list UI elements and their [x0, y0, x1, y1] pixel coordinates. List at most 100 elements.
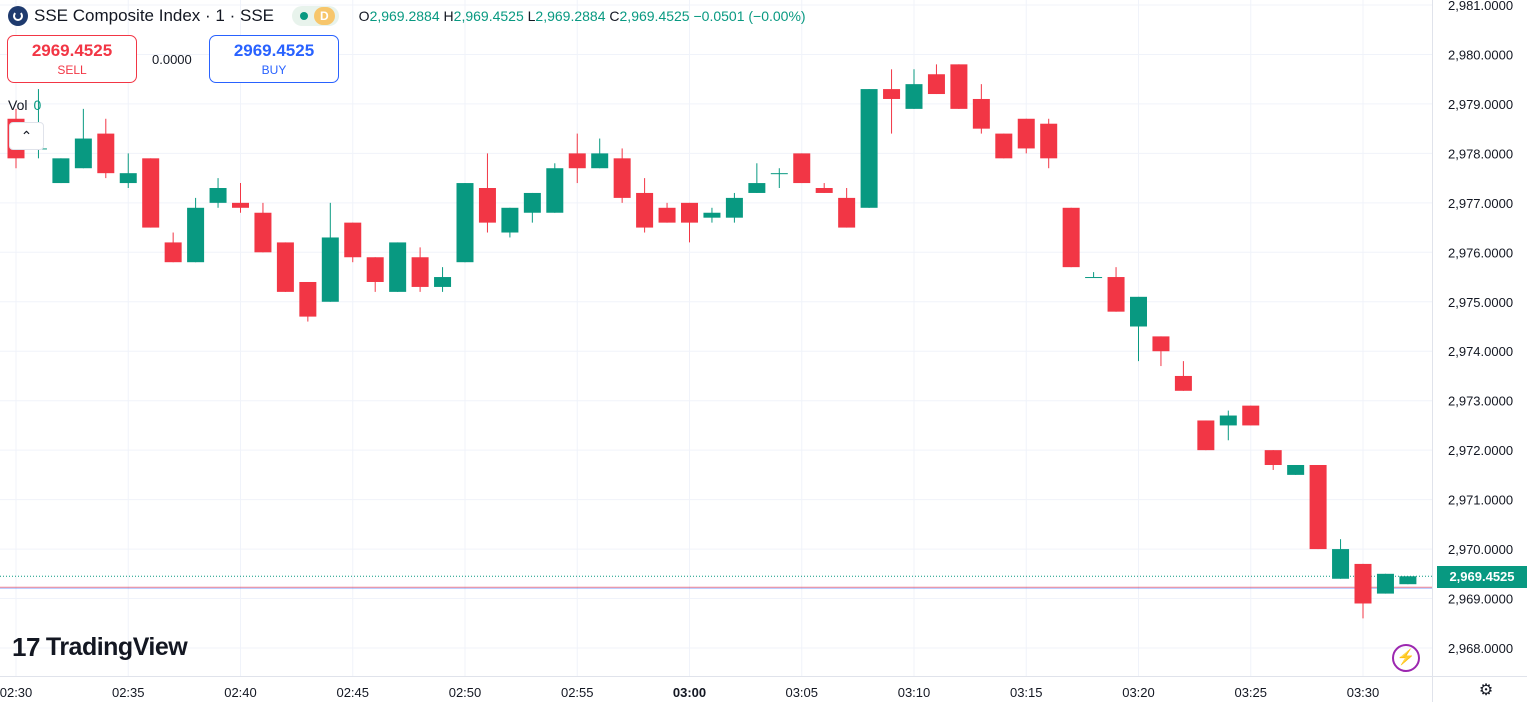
candle-body	[411, 257, 429, 287]
y-tick-label: 2,980.0000	[1448, 47, 1513, 62]
chart-settings-icon[interactable]: ⚙	[1478, 682, 1494, 699]
x-tick-label: 03:15	[1010, 685, 1043, 700]
candle-body	[613, 158, 631, 198]
candle-body	[1062, 207, 1080, 268]
candle-body	[1219, 415, 1237, 426]
candle-body	[389, 242, 407, 292]
candle-body	[883, 89, 901, 99]
y-tick-label: 2,981.0000	[1448, 0, 1513, 13]
collapse-legend-button[interactable]: ⌃	[9, 122, 44, 150]
candle-body	[142, 158, 160, 228]
candle-body	[950, 64, 968, 109]
candle-body	[1399, 576, 1417, 585]
buy-label: BUY	[261, 63, 287, 77]
brand-name: TradingView	[45, 633, 188, 661]
candle-body	[1242, 405, 1260, 426]
candle-body	[52, 158, 70, 184]
volume-value: 0	[33, 97, 42, 113]
candle-body	[434, 277, 452, 287]
x-tick-label: 03:00	[673, 685, 706, 700]
delayed-badge: D	[314, 7, 335, 25]
chevron-up-icon: ⌃	[20, 128, 33, 144]
y-tick-label: 2,977.0000	[1448, 196, 1513, 211]
candle-body	[1309, 464, 1327, 550]
candle-body	[276, 242, 294, 292]
candle-body	[972, 98, 990, 129]
candle-body	[860, 89, 878, 208]
candle-body	[1376, 573, 1394, 594]
candle-body	[1085, 277, 1103, 279]
ohlc-values: O2,969.2884 H2,969.4525 L2,969.2884 C2,9…	[359, 8, 806, 24]
tradingview-mark-icon: 17	[12, 632, 40, 662]
buy-price: 2969.4525	[233, 41, 315, 60]
y-tick-label: 2,971.0000	[1448, 493, 1513, 508]
x-tick-label: 02:50	[449, 685, 482, 700]
market-open-dot-icon	[300, 12, 308, 20]
candle-body	[838, 197, 856, 228]
volume-label: Vol	[8, 97, 28, 113]
candle-body	[748, 183, 766, 193]
sse-logo-icon	[8, 6, 28, 26]
market-status-pill[interactable]: D	[292, 6, 339, 26]
candle-body	[658, 207, 676, 223]
lightning-icon[interactable]: ⚡	[1392, 644, 1420, 672]
y-tick-label: 2,978.0000	[1448, 146, 1513, 161]
y-tick-label: 2,979.0000	[1448, 97, 1513, 112]
candle-body	[927, 74, 945, 95]
symbol-title[interactable]: SSE Composite Index · 1 · SSE	[34, 6, 274, 25]
low-value: 2,969.2884	[535, 8, 606, 24]
close-label: C	[609, 8, 620, 24]
volume-legend[interactable]: Vol 0	[8, 97, 41, 113]
low-label: L	[527, 8, 536, 24]
high-value: 2,969.4525	[453, 8, 524, 24]
y-tick-label: 2,975.0000	[1448, 295, 1513, 310]
candle-body	[321, 237, 339, 302]
candle-body	[591, 153, 609, 169]
candle-body	[1287, 464, 1305, 475]
close-value: 2,969.4525	[619, 8, 690, 24]
candle-body	[568, 153, 586, 169]
x-tick-label: 02:40	[224, 685, 257, 700]
y-tick-label: 2,970.0000	[1448, 542, 1513, 557]
candle-body	[344, 222, 362, 258]
candle-body	[1017, 118, 1035, 149]
candle-body	[232, 202, 249, 208]
sell-price: 2969.4525	[31, 41, 113, 60]
open-label: O	[358, 8, 370, 24]
candle-body	[74, 138, 92, 169]
candle-body	[1152, 336, 1170, 352]
symbol-header: SSE Composite Index · 1 · SSE D O 2,969.2…	[8, 4, 806, 28]
candle-body	[546, 168, 564, 213]
x-tick-label: 02:55	[561, 685, 594, 700]
candle-body	[119, 173, 137, 184]
candle-body	[770, 173, 788, 175]
x-tick-label: 02:45	[336, 685, 369, 700]
candle-body	[1174, 375, 1192, 391]
sell-label: SELL	[57, 63, 87, 77]
y-tick-label: 2,972.0000	[1448, 443, 1513, 458]
tradingview-logo[interactable]: 17 TradingView	[12, 632, 188, 663]
candle-body	[636, 192, 654, 228]
candle-body	[456, 183, 474, 263]
candle-body	[164, 242, 182, 263]
spread-value: 0.0000	[152, 52, 192, 67]
buy-button[interactable]: 2969.4525 BUY	[209, 35, 339, 83]
candle-body	[905, 84, 923, 109]
sell-button[interactable]: 2969.4525 SELL	[7, 35, 137, 83]
candle-body	[725, 197, 743, 218]
candle-body	[523, 192, 541, 213]
candle-body	[209, 188, 227, 203]
y-tick-label: 2,974.0000	[1448, 344, 1513, 359]
y-tick-label: 2,973.0000	[1448, 394, 1513, 409]
x-tick-label: 02:30	[0, 685, 32, 700]
current-price-label: 2,969.4525	[1437, 566, 1527, 588]
candle-body	[97, 133, 115, 174]
candle-body	[703, 212, 721, 218]
high-label: H	[443, 8, 454, 24]
x-tick-label: 03:30	[1347, 685, 1380, 700]
candle-body	[995, 133, 1013, 159]
candle-body	[815, 188, 833, 193]
candle-body	[1040, 123, 1058, 159]
y-tick-label: 2,968.0000	[1448, 641, 1513, 656]
